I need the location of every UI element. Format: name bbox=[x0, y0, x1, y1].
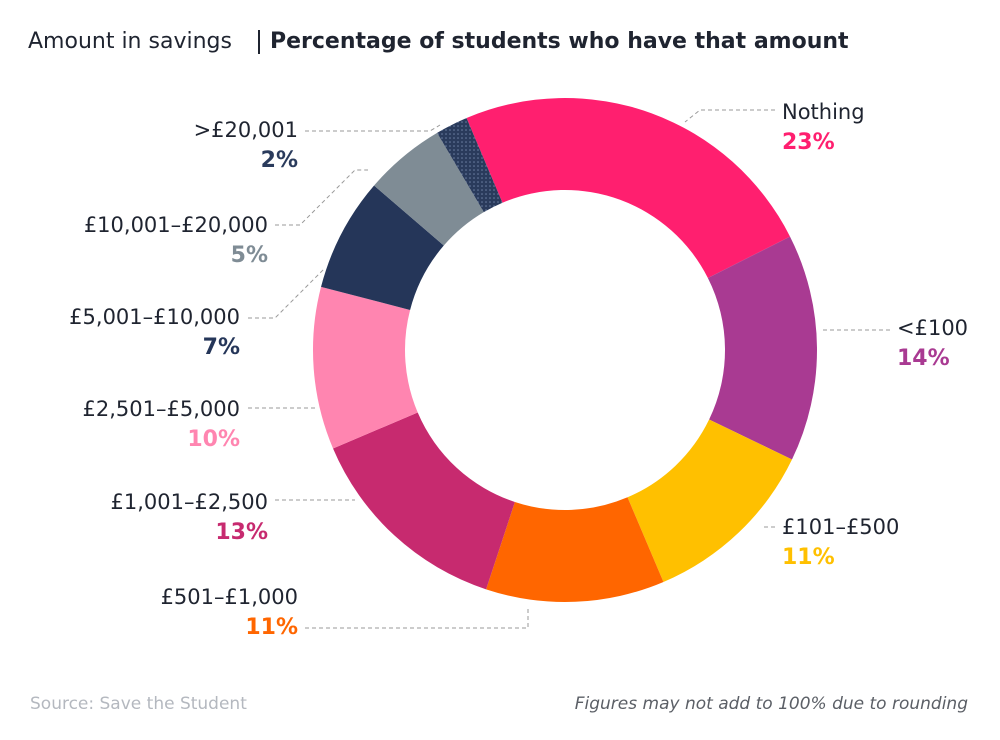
leader-line bbox=[275, 169, 368, 226]
value-label: 10% bbox=[187, 427, 240, 452]
slice bbox=[321, 185, 444, 310]
value-label: 23% bbox=[782, 130, 835, 155]
value-label: 14% bbox=[897, 346, 950, 371]
value-label: 11% bbox=[245, 615, 298, 640]
slice bbox=[707, 236, 817, 460]
value-label: 13% bbox=[215, 520, 268, 545]
chart-subtitle: Percentage of students who have that amo… bbox=[270, 29, 849, 54]
leader-line bbox=[305, 606, 529, 629]
slice-label: £501–£1,000 bbox=[161, 585, 298, 609]
slice bbox=[313, 286, 418, 449]
leader-line bbox=[248, 267, 326, 319]
slice bbox=[627, 419, 792, 582]
note: Figures may not add to 100% due to round… bbox=[575, 694, 968, 714]
slice-label: <£100 bbox=[897, 316, 968, 340]
slice-label: Nothing bbox=[782, 100, 865, 124]
slice-label: £101–£500 bbox=[782, 515, 899, 539]
slice-label: £2,501–£5,000 bbox=[83, 397, 240, 421]
slice bbox=[437, 118, 503, 213]
slice-label: £1,001–£2,500 bbox=[111, 490, 268, 514]
slice-label: £5,001–£10,000 bbox=[69, 305, 240, 329]
slice bbox=[466, 97, 791, 278]
leader-line bbox=[684, 109, 775, 123]
slice bbox=[374, 132, 484, 246]
leader-line bbox=[305, 124, 441, 132]
value-label: 5% bbox=[231, 243, 268, 268]
slice-label: >£20,001 bbox=[194, 118, 298, 142]
source: Source: Save the Student bbox=[30, 694, 247, 714]
slice bbox=[486, 497, 664, 602]
value-label: 11% bbox=[782, 545, 835, 570]
slice bbox=[333, 412, 515, 590]
chart-title: Amount in savings bbox=[28, 29, 232, 54]
slice-label: £10,001–£20,000 bbox=[84, 213, 268, 237]
value-label: 7% bbox=[203, 335, 240, 360]
value-label: 2% bbox=[261, 148, 298, 173]
